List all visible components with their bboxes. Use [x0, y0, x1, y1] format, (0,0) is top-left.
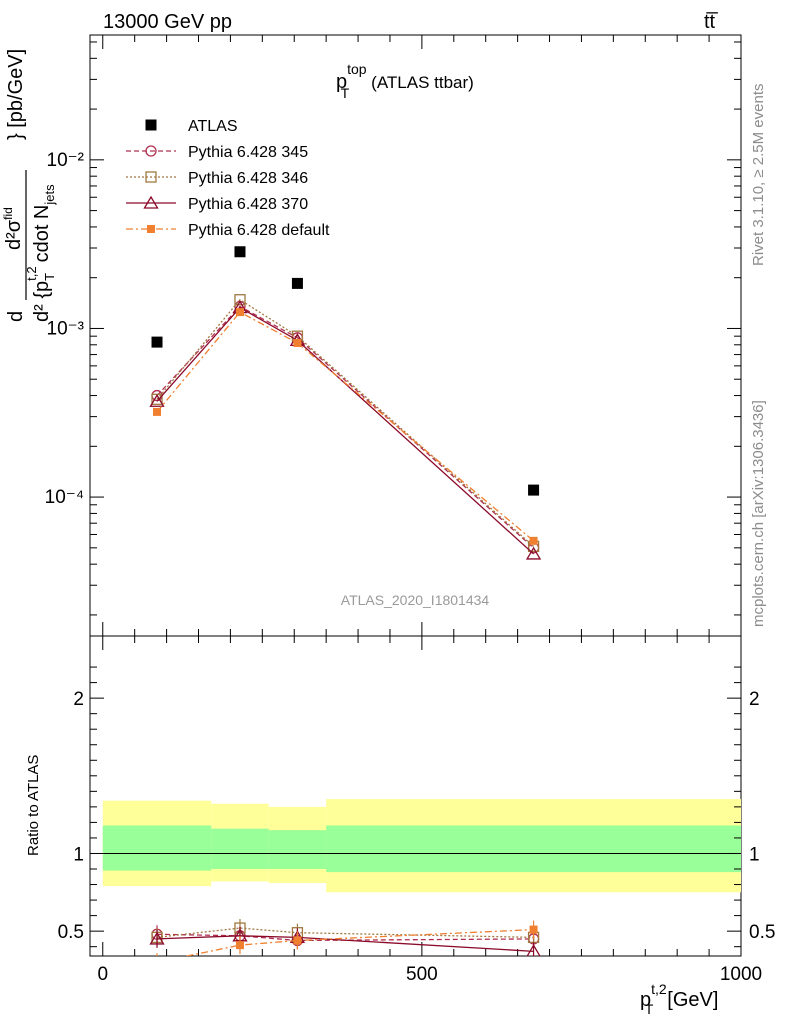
mc-point — [145, 145, 157, 157]
title-main: p — [336, 71, 347, 93]
series-line — [156, 311, 534, 542]
y-tick-label: 10⁻² — [47, 150, 85, 171]
title-sub: T — [341, 85, 350, 101]
ratio-y-tick-label-right: 0.5 — [749, 922, 775, 943]
main-axes: 10⁻⁴ 10⁻³ 10⁻² — [45, 35, 742, 636]
legend-label: ATLAS — [188, 118, 238, 135]
xlabel-sup: t,2 — [651, 981, 667, 997]
legend: ATLAS Pythia 6.428 345 Pythia 6.428 346 Pyt… — [126, 118, 330, 239]
plot-title: ptop T (ATLAS ttbar) — [336, 61, 474, 101]
data-point — [145, 119, 157, 131]
mc-point — [529, 925, 538, 934]
mc-point — [293, 936, 302, 945]
legend-entry: Pythia 6.428 370 — [126, 195, 308, 213]
ratio-line — [157, 933, 534, 942]
legend-entry: Pythia 6.428 345 — [126, 144, 308, 161]
mc-point — [526, 944, 541, 956]
ratio-y-tick-label: 1 — [73, 844, 84, 865]
mc-point — [293, 338, 302, 347]
legend-entry: Pythia 6.428 346 — [126, 170, 308, 187]
title-sup: top — [347, 61, 367, 77]
inner-band — [326, 825, 741, 873]
legend-entry: Pythia 6.428 default — [126, 222, 330, 239]
legend-label: Pythia 6.428 345 — [188, 144, 308, 161]
ratio-y-tick-label-right: 1 — [749, 844, 760, 865]
mcplots-label: mcplots.cern.ch [arXiv:1306.3436] — [750, 400, 767, 627]
mc-point — [149, 393, 165, 407]
ratio-line — [156, 927, 534, 939]
legend-label: Pythia 6.428 default — [188, 222, 330, 239]
main-ylabel: d d²σfid d² {pTt,2cdot Njets } [pb/GeV] — [1, 49, 57, 322]
mc-point — [235, 308, 244, 317]
series-pythia-6.428-345 — [151, 300, 540, 554]
ratio-axes: 0.5 0.5 1 1 2 2 0 500 1000 — [58, 636, 775, 985]
mc-point — [153, 958, 161, 966]
ratio-frame — [89, 635, 742, 957]
series-pythia-6.428-default — [153, 308, 538, 545]
series-line — [156, 298, 535, 547]
ylabel-bottom: d² {pTt,2cdot Njets — [24, 184, 57, 322]
mc-point — [529, 536, 538, 545]
inner-band — [102, 825, 212, 871]
series-atlas — [151, 246, 540, 496]
mc-point — [525, 546, 542, 560]
legend-entry: ATLAS — [145, 118, 238, 135]
ratio-series-clipped — [149, 919, 541, 966]
ratio-line — [183, 928, 534, 956]
analysis-id: ATLAS_2020_I1801434 — [341, 592, 490, 608]
ylabel-sigma: d²σfid — [1, 207, 25, 250]
ratio-line — [156, 935, 534, 952]
legend-label: Pythia 6.428 346 — [188, 170, 308, 187]
energy-label: 13000 GeV pp — [103, 11, 232, 33]
series-line — [156, 306, 535, 555]
ratio-y-tick-label: 0.5 — [58, 922, 84, 943]
main-series — [149, 246, 542, 560]
series-line — [156, 305, 535, 549]
series-pythia-6.428-346 — [151, 294, 540, 553]
ratio-ylabel: Ratio to ATLAS — [25, 755, 42, 856]
ratio-uncertainty-bands — [102, 799, 741, 893]
data-point — [151, 336, 163, 348]
x-tick-label: 0 — [97, 964, 108, 985]
ylabel-units: } [pb/GeV] — [5, 49, 27, 140]
mc-point — [145, 171, 157, 183]
title-rest: (ATLAS ttbar) — [371, 73, 474, 92]
ratio-series-pythia-6.428-346 — [151, 919, 540, 947]
x-axis-label: pt,2 T [GeV] — [640, 981, 718, 1017]
mc-point — [147, 225, 155, 233]
y-tick-label: 10⁻³ — [47, 318, 85, 339]
ratio-y-tick-label: 2 — [73, 689, 84, 710]
data-point — [528, 484, 540, 496]
xlabel-sub: T — [645, 1001, 654, 1017]
rivet-label: Rivet 3.1.10, ≥ 2.5M events — [750, 84, 767, 267]
x-tick-label: 500 — [406, 964, 438, 985]
mc-point — [149, 931, 165, 945]
y-tick-label: 10⁻⁴ — [45, 487, 84, 508]
data-point — [291, 277, 303, 289]
ylabel-top-d: d — [5, 311, 27, 322]
ratio-series-pythia-6.428-default — [153, 920, 538, 966]
xlabel-main: p — [640, 989, 651, 1011]
inner-band — [211, 828, 269, 870]
process-label: tt̅ — [704, 11, 718, 33]
ratio-series — [149, 919, 541, 966]
mc-point — [153, 407, 162, 416]
data-point — [234, 246, 246, 258]
inner-band — [268, 830, 327, 870]
mc-point — [235, 941, 244, 950]
ratio-y-tick-label-right: 2 — [749, 689, 760, 710]
x-tick-label: 1000 — [720, 964, 762, 985]
mc-point — [143, 195, 159, 209]
mc-point — [234, 294, 246, 306]
legend-label: Pythia 6.428 370 — [188, 196, 308, 213]
xlabel-units: [GeV] — [667, 989, 718, 1011]
